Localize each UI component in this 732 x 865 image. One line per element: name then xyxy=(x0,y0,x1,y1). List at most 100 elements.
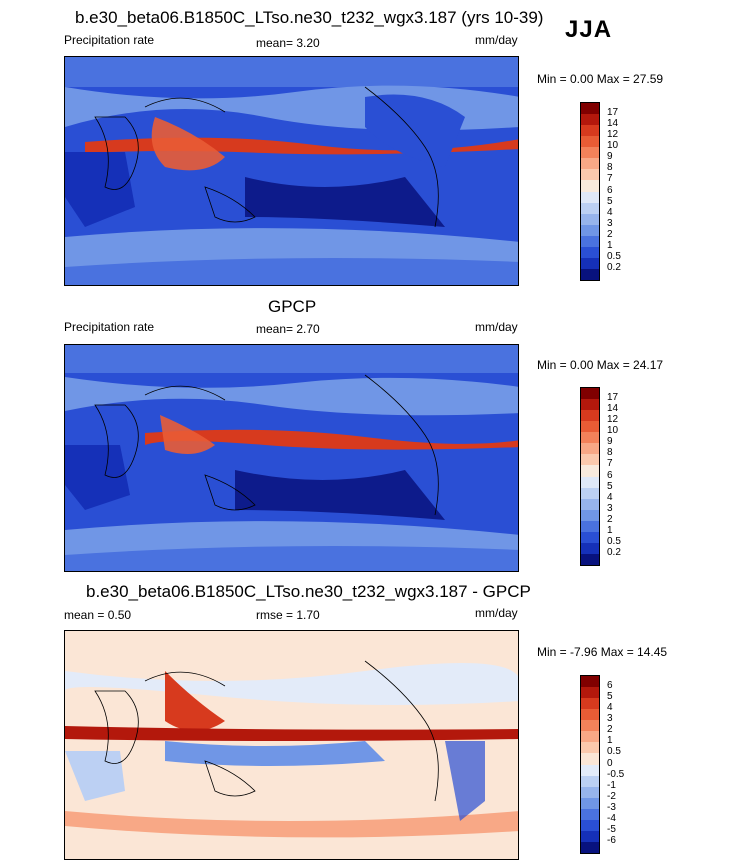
colorbar-segment xyxy=(581,465,599,477)
colorbar-segment xyxy=(581,388,599,400)
colorbar-tick-label: 4 xyxy=(607,206,613,218)
colorbar-tick-label: 0.2 xyxy=(607,546,621,558)
colorbar-segment xyxy=(581,687,599,699)
colorbar-segment xyxy=(581,709,599,721)
colorbar-tick-label: 9 xyxy=(607,151,613,163)
colorbar-segment xyxy=(581,509,599,521)
colorbar-tick-label: 0.5 xyxy=(607,535,621,547)
colorbar-tick-label: 0.5 xyxy=(607,746,621,758)
colorbar-tick-label: -1 xyxy=(607,779,616,791)
colorbar-tick-label: -5 xyxy=(607,823,616,835)
colorbar-segment xyxy=(581,136,599,148)
panel-2-title: GPCP xyxy=(268,297,317,316)
colorbar-tick-label: -4 xyxy=(607,812,616,824)
season-label: JJA xyxy=(565,16,613,43)
colorbar-tick-label: 5 xyxy=(607,691,613,703)
colorbar-segment xyxy=(581,410,599,422)
colorbar-segment xyxy=(581,147,599,159)
colorbar-segment xyxy=(581,786,599,798)
colorbar-segment xyxy=(581,698,599,710)
colorbar-tick-label: 2 xyxy=(607,513,613,525)
colorbar-segment xyxy=(581,520,599,532)
colorbar-segment xyxy=(581,399,599,411)
colorbar-segment xyxy=(581,202,599,214)
panel-2-colorbar xyxy=(580,387,600,566)
colorbar-tick-label: 12 xyxy=(607,414,619,426)
panel-1-units: mm/day xyxy=(475,33,518,47)
colorbar-segment xyxy=(581,257,599,269)
colorbar-tick-label: 14 xyxy=(607,118,619,130)
panel-3-colorbar xyxy=(580,675,600,854)
colorbar-segment xyxy=(581,830,599,842)
colorbar-segment xyxy=(581,498,599,510)
colorbar-tick-label: 12 xyxy=(607,129,619,141)
colorbar-tick-label: 1 xyxy=(607,239,613,251)
panel-1-map xyxy=(64,56,519,286)
colorbar-segment xyxy=(581,191,599,203)
colorbar-tick-label: 1 xyxy=(607,524,613,536)
panel-2-precip-field xyxy=(65,345,518,571)
colorbar-segment xyxy=(581,742,599,754)
colorbar-tick-label: 10 xyxy=(607,140,619,152)
colorbar-segment xyxy=(581,775,599,787)
panel-3-diff-field xyxy=(65,631,518,859)
colorbar-segment xyxy=(581,158,599,170)
colorbar-segment xyxy=(581,125,599,137)
colorbar-segment xyxy=(581,553,599,565)
panel-3-rmse: rmse = 1.70 xyxy=(256,608,320,622)
colorbar-tick-label: 7 xyxy=(607,173,613,185)
colorbar-tick-label: 5 xyxy=(607,480,613,492)
panel-1-colorbar xyxy=(580,102,600,281)
panel-2-units: mm/day xyxy=(475,320,518,334)
panel-3-units: mm/day xyxy=(475,606,518,620)
colorbar-tick-label: -6 xyxy=(607,834,616,846)
colorbar-tick-label: 8 xyxy=(607,447,613,459)
colorbar-segment xyxy=(581,268,599,280)
colorbar-tick-label: 0.2 xyxy=(607,261,621,273)
colorbar-segment xyxy=(581,753,599,765)
colorbar-segment xyxy=(581,819,599,831)
colorbar-tick-label: -0.5 xyxy=(607,768,625,780)
colorbar-segment xyxy=(581,764,599,776)
colorbar-segment xyxy=(581,542,599,554)
colorbar-segment xyxy=(581,454,599,466)
panel-1-mean: mean= 3.20 xyxy=(256,36,320,50)
colorbar-tick-label: -2 xyxy=(607,790,616,802)
panel-1-precip-field xyxy=(65,57,518,285)
colorbar-tick-label: 8 xyxy=(607,162,613,174)
colorbar-segment xyxy=(581,103,599,115)
colorbar-segment xyxy=(581,841,599,853)
colorbar-segment xyxy=(581,432,599,444)
colorbar-tick-label: 0.5 xyxy=(607,250,621,262)
colorbar-tick-label: 7 xyxy=(607,458,613,470)
colorbar-tick-label: 3 xyxy=(607,713,613,725)
colorbar-tick-label: 17 xyxy=(607,392,619,404)
panel-1-minmax: Min = 0.00 Max = 27.59 xyxy=(537,72,664,86)
panel-3-map xyxy=(64,630,519,860)
colorbar-segment xyxy=(581,246,599,258)
colorbar-tick-label: 4 xyxy=(607,491,613,503)
colorbar-tick-label: 6 xyxy=(607,469,613,481)
colorbar-tick-label: 6 xyxy=(607,184,613,196)
colorbar-segment xyxy=(581,180,599,192)
colorbar-segment xyxy=(581,169,599,181)
colorbar-tick-label: -3 xyxy=(607,801,616,813)
colorbar-tick-label: 9 xyxy=(607,436,613,448)
panel-2-variable-label: Precipitation rate xyxy=(64,320,155,334)
colorbar-segment xyxy=(581,797,599,809)
colorbar-segment xyxy=(581,114,599,126)
colorbar-tick-label: 1 xyxy=(607,735,613,747)
panel-3-title: b.e30_beta06.B1850C_LTso.ne30_t232_wgx3.… xyxy=(86,582,531,601)
colorbar-tick-label: 5 xyxy=(607,195,613,207)
colorbar-segment xyxy=(581,443,599,455)
panel-3-minmax: Min = -7.96 Max = 14.45 xyxy=(537,645,668,659)
colorbar-segment xyxy=(581,213,599,225)
colorbar-tick-label: 3 xyxy=(607,502,613,514)
colorbar-segment xyxy=(581,720,599,732)
colorbar-segment xyxy=(581,487,599,499)
colorbar-segment xyxy=(581,235,599,247)
colorbar-tick-label: 6 xyxy=(607,680,613,692)
colorbar-segment xyxy=(581,531,599,543)
colorbar-tick-label: 17 xyxy=(607,107,619,119)
colorbar-tick-label: 10 xyxy=(607,425,619,437)
